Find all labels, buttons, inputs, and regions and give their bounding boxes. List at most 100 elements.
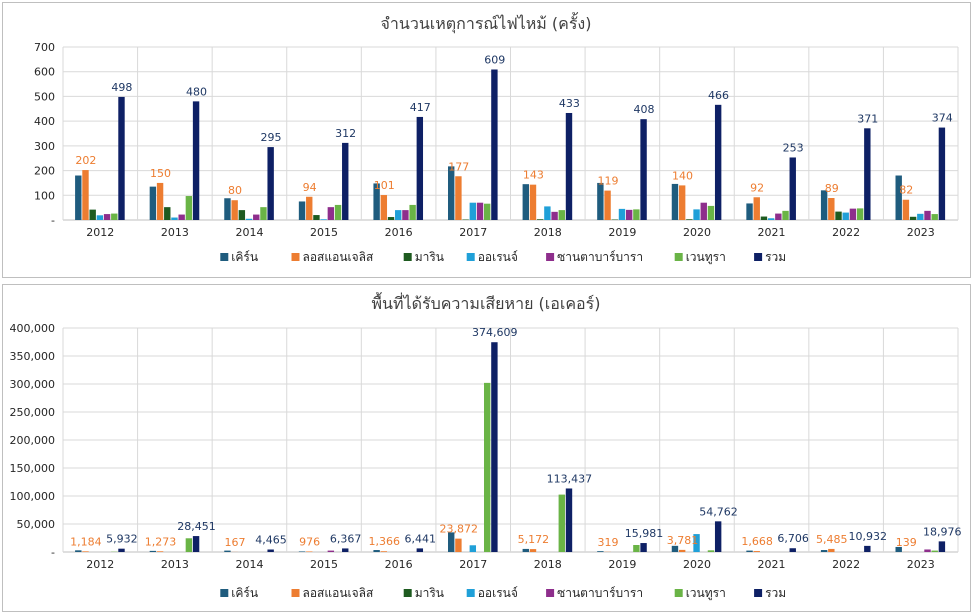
bar xyxy=(938,541,946,552)
bar xyxy=(185,196,193,220)
data-label: 113,437 xyxy=(547,472,593,485)
bar xyxy=(597,182,604,220)
bar xyxy=(775,213,782,220)
bar xyxy=(192,536,200,552)
bar xyxy=(224,550,231,552)
bar xyxy=(416,116,424,220)
data-label: 54,762 xyxy=(699,505,738,518)
data-label: 1,184 xyxy=(70,535,102,548)
bar xyxy=(149,550,157,552)
data-label: 3,781 xyxy=(667,534,699,547)
data-label: 1,273 xyxy=(145,535,177,548)
bar xyxy=(476,202,484,220)
data-label: 1,366 xyxy=(368,535,400,548)
bar xyxy=(185,538,193,552)
legend-swatch xyxy=(546,589,555,597)
bar xyxy=(82,170,89,220)
bar xyxy=(313,215,320,220)
bar xyxy=(618,208,626,220)
bar xyxy=(917,213,924,220)
data-label: 976 xyxy=(299,535,320,548)
bar xyxy=(448,166,455,220)
bar xyxy=(231,200,238,220)
x-tick-label: 2023 xyxy=(907,226,935,239)
data-label: 177 xyxy=(448,160,469,173)
x-tick-label: 2022 xyxy=(832,226,860,239)
data-label: 408 xyxy=(633,103,654,116)
data-label: 253 xyxy=(783,141,804,154)
legend-entry: ซานตาบาร์บารา xyxy=(557,250,643,264)
bar xyxy=(671,545,679,552)
bar xyxy=(753,551,760,552)
data-label: 6,367 xyxy=(330,532,362,545)
bar xyxy=(597,551,604,552)
bar xyxy=(902,199,910,220)
bar xyxy=(746,550,753,552)
bar xyxy=(604,190,611,220)
y-tick-label: - xyxy=(51,214,55,227)
bar xyxy=(686,219,693,220)
bar xyxy=(89,209,96,220)
bar xyxy=(342,548,349,552)
data-label: 417 xyxy=(410,101,431,114)
fire-count-chart-panel: จำนวนเหตุการณ์ไฟไหม้ (ครั้ง) - 100 200 300 4… xyxy=(2,2,971,278)
bar xyxy=(640,543,647,552)
bar xyxy=(298,551,306,552)
bar xyxy=(895,175,902,220)
bar xyxy=(253,214,260,220)
bar xyxy=(909,216,917,220)
data-label: 374,609 xyxy=(472,326,518,339)
bar xyxy=(693,209,700,220)
data-label: 312 xyxy=(335,127,356,140)
legend-entry: เคิร์น xyxy=(231,250,258,264)
bar xyxy=(267,147,274,220)
data-label: 28,451 xyxy=(177,520,216,533)
bar xyxy=(455,538,462,552)
bar xyxy=(544,206,551,220)
x-tick-label: 2022 xyxy=(832,558,860,571)
bar xyxy=(938,127,946,220)
data-label: 480 xyxy=(186,85,207,98)
bar xyxy=(402,210,409,220)
data-label: 5,932 xyxy=(106,533,138,546)
bar xyxy=(484,203,491,220)
legend-swatch xyxy=(754,589,763,597)
bar xyxy=(395,210,402,220)
bar xyxy=(714,521,722,552)
bar xyxy=(789,548,796,552)
legend-entry: ซานตาบาร์บารา xyxy=(557,586,643,600)
bar xyxy=(864,545,871,552)
bar xyxy=(380,195,388,220)
legend-swatch xyxy=(466,253,475,261)
bar xyxy=(491,69,498,221)
data-label: 6,441 xyxy=(404,532,436,545)
bar xyxy=(491,342,498,552)
legend-swatch xyxy=(466,589,475,597)
data-label: 6,706 xyxy=(777,532,809,545)
legend-entry: เวนทูรา xyxy=(686,586,726,601)
x-tick-label: 2019 xyxy=(608,226,636,239)
legend-swatch xyxy=(403,589,412,597)
data-label: 5,172 xyxy=(518,533,550,546)
x-tick-label: 2020 xyxy=(683,226,711,239)
y-tick-label: 400,000 xyxy=(10,322,56,335)
bar xyxy=(171,217,178,220)
bar xyxy=(714,104,722,220)
bar xyxy=(640,119,647,220)
fire-count-chart: จำนวนเหตุการณ์ไฟไหม้ (ครั้ง) - 100 200 300 4… xyxy=(34,12,959,265)
data-label: 433 xyxy=(559,97,580,110)
bar xyxy=(387,217,395,220)
x-tick-label: 2016 xyxy=(385,226,413,239)
y-tick-label: 50,000 xyxy=(17,518,56,531)
bar xyxy=(931,550,938,552)
legend-entry: ออเรนจ์ xyxy=(478,250,518,264)
bar xyxy=(767,218,775,220)
bar xyxy=(864,128,871,220)
data-label: 101 xyxy=(374,179,395,192)
data-label: 143 xyxy=(523,169,544,182)
burned-area-chart: พื้นที่ได้รับความเสียหาย (เอเคอร์) - 50,0… xyxy=(10,292,962,601)
x-tick-label: 2023 xyxy=(907,558,935,571)
bar xyxy=(693,534,700,552)
data-label: 80 xyxy=(228,184,242,197)
bar xyxy=(327,550,335,552)
